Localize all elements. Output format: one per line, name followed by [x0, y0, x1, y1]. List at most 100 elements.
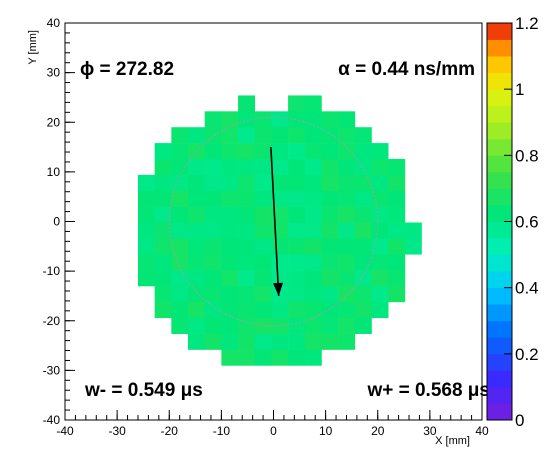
heatmap-cell	[288, 143, 306, 160]
heatmap-cell	[254, 301, 272, 319]
palette-tick-label: 0.6	[515, 213, 539, 232]
palette-swatch	[487, 89, 512, 107]
heatmap-cell	[221, 111, 239, 128]
heatmap-cell	[354, 127, 372, 144]
heatmap-cell	[254, 127, 272, 144]
x-axis: -40 -30 -20 -10 0 10 20 30 40	[56, 410, 489, 438]
heatmap-cell	[388, 158, 406, 176]
palette-swatch	[487, 254, 512, 272]
heatmap-cell	[238, 190, 256, 207]
heatmap-cell	[254, 111, 272, 128]
heatmap-cell	[171, 190, 189, 207]
heatmap-cell	[171, 174, 189, 192]
heatmap-cell	[171, 286, 189, 303]
heatmap-cell	[321, 254, 339, 271]
heatmap-cell	[354, 206, 372, 223]
palette-swatch	[487, 171, 512, 189]
heatmap-cell	[271, 174, 289, 192]
heatmap-cell	[354, 190, 372, 207]
heatmap-cell	[221, 317, 239, 334]
heatmap-cell	[321, 174, 339, 192]
heatmap-cells	[137, 95, 422, 366]
heatmap-cell	[304, 206, 322, 223]
x-tick-label: -30	[108, 424, 126, 438]
heatmap-cell	[371, 143, 389, 160]
heatmap-cell	[254, 143, 272, 160]
y-tick-label: -40	[43, 413, 61, 427]
heatmap-cell	[204, 270, 222, 287]
heatmap-cell	[304, 95, 322, 112]
heatmap-cell	[171, 143, 189, 160]
heatmap-cell	[171, 238, 189, 255]
heatmap-cell	[154, 270, 172, 287]
x-tick-label: -10	[213, 424, 231, 438]
heatmap-cell	[388, 286, 406, 303]
palette-swatch	[487, 72, 512, 90]
heatmap-cell	[288, 333, 306, 350]
heatmap-cell	[221, 158, 239, 176]
heatmap-cell	[254, 270, 272, 287]
heatmap-cell	[238, 349, 256, 366]
heatmap-cell	[254, 238, 272, 255]
heatmap-cell	[137, 174, 155, 192]
palette-tick-label: 1	[515, 80, 524, 99]
y-tick-label: -10	[43, 264, 61, 278]
heatmap-cell	[371, 190, 389, 207]
heatmap-cell	[254, 333, 272, 350]
heatmap-cell	[354, 317, 372, 334]
heatmap-cell	[271, 301, 289, 319]
heatmap-cell	[137, 254, 155, 271]
heatmap-cell	[338, 111, 356, 128]
heatmap-cell	[254, 349, 272, 366]
heatmap-cell	[304, 254, 322, 271]
x-tick-label: 30	[423, 424, 437, 438]
heatmap-cell	[371, 206, 389, 223]
palette-swatch	[487, 353, 512, 371]
heatmap-cell	[254, 190, 272, 207]
heatmap-cell	[154, 286, 172, 303]
w-plus-annotation: w+ = 0.568 μs	[366, 380, 490, 401]
heatmap-cell	[404, 222, 422, 239]
palette-swatch	[487, 56, 512, 74]
palette-swatch	[487, 370, 512, 388]
heatmap-cell	[188, 206, 205, 223]
heatmap-cell	[221, 238, 239, 255]
heatmap-cell	[338, 174, 356, 192]
heatmap-cell	[321, 238, 339, 255]
x-axis-label: X [mm]	[435, 435, 470, 447]
heatmap-cell	[188, 270, 205, 287]
heatmap-cell	[171, 222, 189, 239]
heatmap-cell	[304, 286, 322, 303]
heatmap-cell	[388, 222, 406, 239]
heatmap-cell	[238, 254, 256, 271]
heatmap-cell	[171, 254, 189, 271]
palette-tick-label: 0.8	[515, 146, 539, 165]
heatmap-cell	[238, 111, 256, 128]
heatmap-cell	[304, 238, 322, 255]
heatmap-cell	[338, 190, 356, 207]
heatmap-cell	[188, 174, 205, 192]
heatmap-cell	[304, 158, 322, 176]
heatmap-cell	[288, 206, 306, 223]
y-axis: -40 -30 -20 -10 0 10 20 30 40	[43, 16, 75, 427]
x-tick-label: 20	[371, 424, 385, 438]
heatmap-cell	[188, 301, 205, 319]
palette-swatch	[487, 304, 512, 322]
heatmap-cell	[271, 190, 289, 207]
heatmap-cell	[371, 270, 389, 287]
heatmap-cell	[154, 174, 172, 192]
heatmap-cell	[304, 143, 322, 160]
heatmap-cell	[288, 127, 306, 144]
heatmap-cell	[221, 206, 239, 223]
heatmap-cell	[271, 349, 289, 366]
palette-tick-label: 1.2	[515, 14, 539, 33]
heatmap-cell	[354, 254, 372, 271]
heatmap-cell	[238, 238, 256, 255]
palette-swatch	[487, 221, 512, 239]
heatmap-cell	[171, 301, 189, 319]
heatmap-cell	[371, 222, 389, 239]
heatmap-cell	[354, 238, 372, 255]
heatmap-cell	[371, 301, 389, 319]
heatmap-cell	[171, 270, 189, 287]
heatmap-cell	[204, 286, 222, 303]
